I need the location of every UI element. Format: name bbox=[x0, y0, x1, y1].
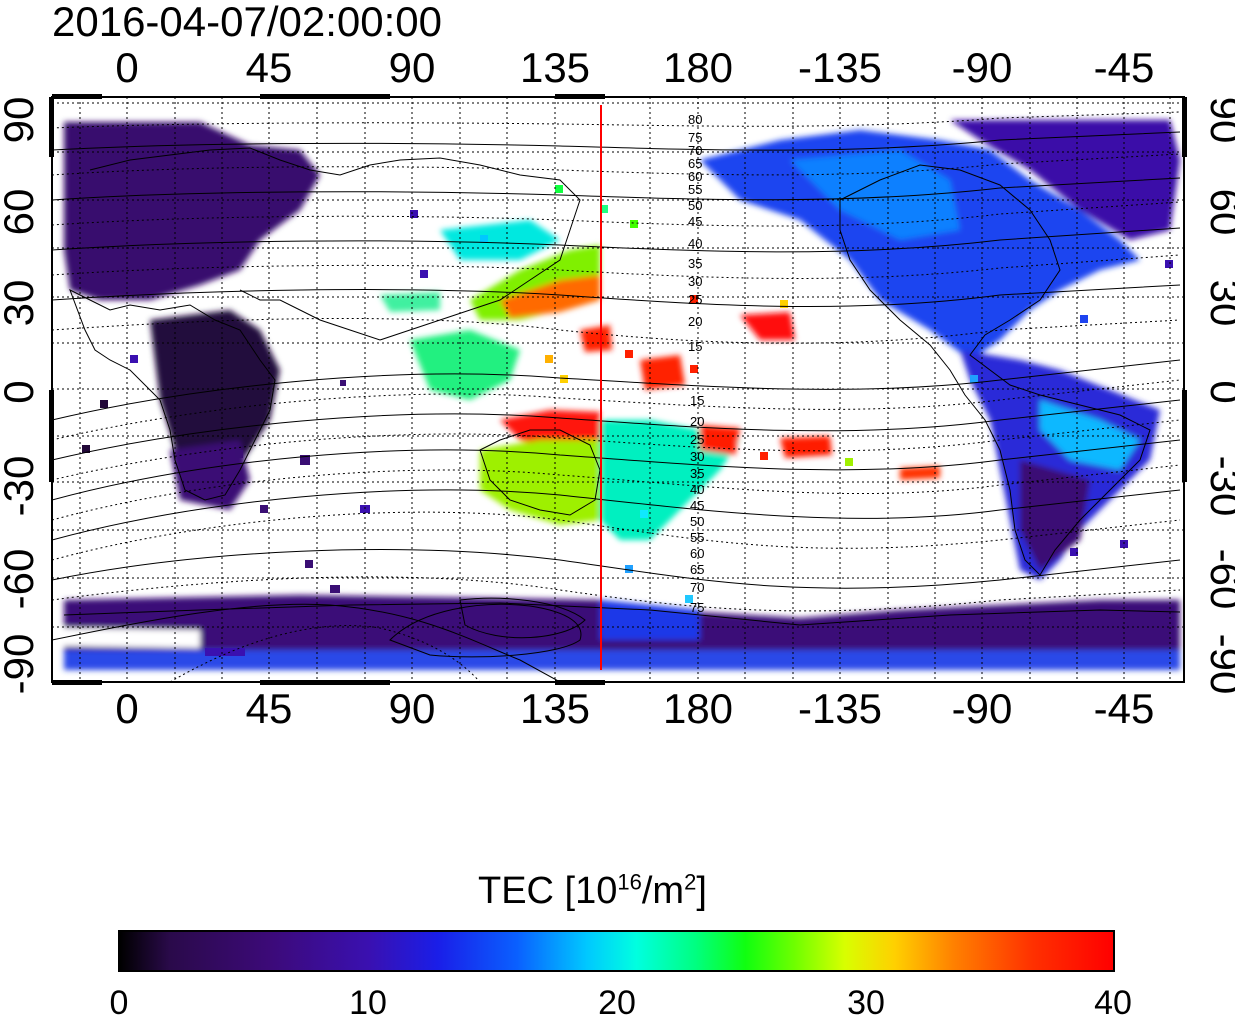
colorbar-tick: 40 bbox=[1094, 984, 1132, 1022]
contour-label: 30 bbox=[690, 449, 704, 464]
graticule bbox=[52, 97, 1184, 682]
coastlines bbox=[63, 147, 1181, 639]
top-lon-tick: 135 bbox=[519, 44, 591, 91]
bottom-lon-tick: -45 bbox=[1093, 685, 1155, 732]
contour-label: 35 bbox=[690, 466, 704, 481]
contour-label: 20 bbox=[688, 314, 702, 329]
bottom-lon-tick: 180 bbox=[662, 685, 734, 732]
bottom-lon-tick: -135 bbox=[797, 685, 883, 732]
contour-label: 15 bbox=[690, 393, 704, 408]
contour-label: 30 bbox=[688, 274, 702, 289]
contour-label: 70 bbox=[688, 143, 702, 158]
top-lon-tick: 45 bbox=[245, 44, 293, 91]
tec-colorbar bbox=[118, 930, 1115, 972]
bottom-lon-tick: 45 bbox=[245, 685, 293, 732]
tec-contours bbox=[52, 111, 1181, 682]
colorbar-tick: 30 bbox=[847, 984, 885, 1022]
colorbar-tick: 0 bbox=[109, 984, 129, 1022]
contour-label: 20 bbox=[690, 414, 704, 429]
top-lon-tick: -135 bbox=[797, 44, 883, 91]
tec-coverage-regions bbox=[64, 120, 1180, 670]
contour-label: 35 bbox=[688, 256, 702, 271]
bottom-lon-tick: -90 bbox=[951, 685, 1013, 732]
colorbar-title: TEC [1016/m2] bbox=[478, 870, 707, 912]
top-lon-tick: 0 bbox=[115, 44, 139, 91]
top-lon-tick: 180 bbox=[662, 44, 734, 91]
contour-label: 75 bbox=[690, 600, 704, 615]
contour-label: 40 bbox=[688, 236, 702, 251]
map-timestamp-title: 2016-04-07/02:00:00 bbox=[52, 0, 442, 45]
frame-ticks bbox=[49, 94, 1187, 685]
colorbar-title-text: TEC [10 bbox=[478, 870, 618, 912]
colorbar-title-close: ] bbox=[696, 870, 707, 912]
contour-label: 50 bbox=[690, 514, 704, 529]
colorbar-title-unit-exponent: 2 bbox=[684, 869, 697, 895]
contour-label: 75 bbox=[688, 130, 702, 145]
contour-label: 55 bbox=[688, 182, 702, 197]
bottom-lon-tick: 135 bbox=[519, 685, 591, 732]
colorbar-title-exponent: 16 bbox=[617, 869, 642, 895]
map-frame bbox=[51, 96, 1185, 683]
contour-label: 70 bbox=[690, 580, 704, 595]
colorbar-title-unit: /m bbox=[641, 870, 685, 912]
contour-label: 45 bbox=[690, 498, 704, 513]
contour-label: 65 bbox=[690, 562, 704, 577]
contour-labels-south: 15 20 25 30 35 40 45 50 55 60 65 70 75 bbox=[690, 393, 704, 615]
contour-label: 60 bbox=[690, 546, 704, 561]
map-data-layer bbox=[52, 97, 1184, 682]
contour-label: 50 bbox=[688, 198, 702, 213]
contour-labels-north: 80 75 70 65 60 55 50 45 40 35 30 25 20 1… bbox=[688, 112, 702, 354]
colorbar-tick: 10 bbox=[349, 984, 387, 1022]
contour-label: 80 bbox=[688, 112, 702, 127]
bottom-lon-tick: 90 bbox=[388, 685, 436, 732]
contour-label: 40 bbox=[690, 482, 704, 497]
colorbar-tick: 20 bbox=[598, 984, 636, 1022]
tec-world-map: 80 75 70 65 60 55 50 45 40 35 30 25 20 1… bbox=[49, 94, 1187, 685]
top-lon-tick: 90 bbox=[388, 44, 436, 91]
contour-label: 60 bbox=[688, 169, 702, 184]
contour-label: 65 bbox=[688, 156, 702, 171]
contour-label: 45 bbox=[688, 214, 702, 229]
contour-label: 25 bbox=[690, 432, 704, 447]
top-lon-tick: -45 bbox=[1093, 44, 1155, 91]
top-lon-tick: -90 bbox=[951, 44, 1013, 91]
contour-label: 15 bbox=[688, 339, 702, 354]
contour-label: 25 bbox=[688, 292, 702, 307]
bottom-lon-tick: 0 bbox=[115, 685, 139, 732]
contour-label: 55 bbox=[690, 530, 704, 545]
